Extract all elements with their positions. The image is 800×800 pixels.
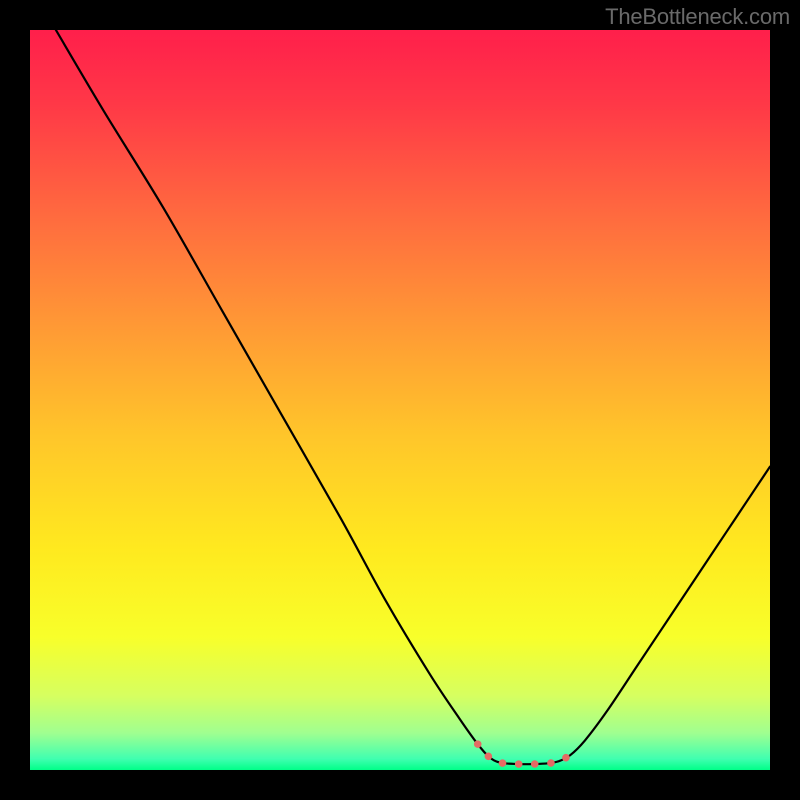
watermark-text: TheBottleneck.com — [605, 4, 790, 30]
chart-container: { "watermark": { "text": "TheBottleneck.… — [0, 0, 800, 800]
curve-overlay — [30, 30, 770, 770]
bottleneck-curve — [56, 30, 770, 764]
plot-area — [30, 30, 770, 770]
